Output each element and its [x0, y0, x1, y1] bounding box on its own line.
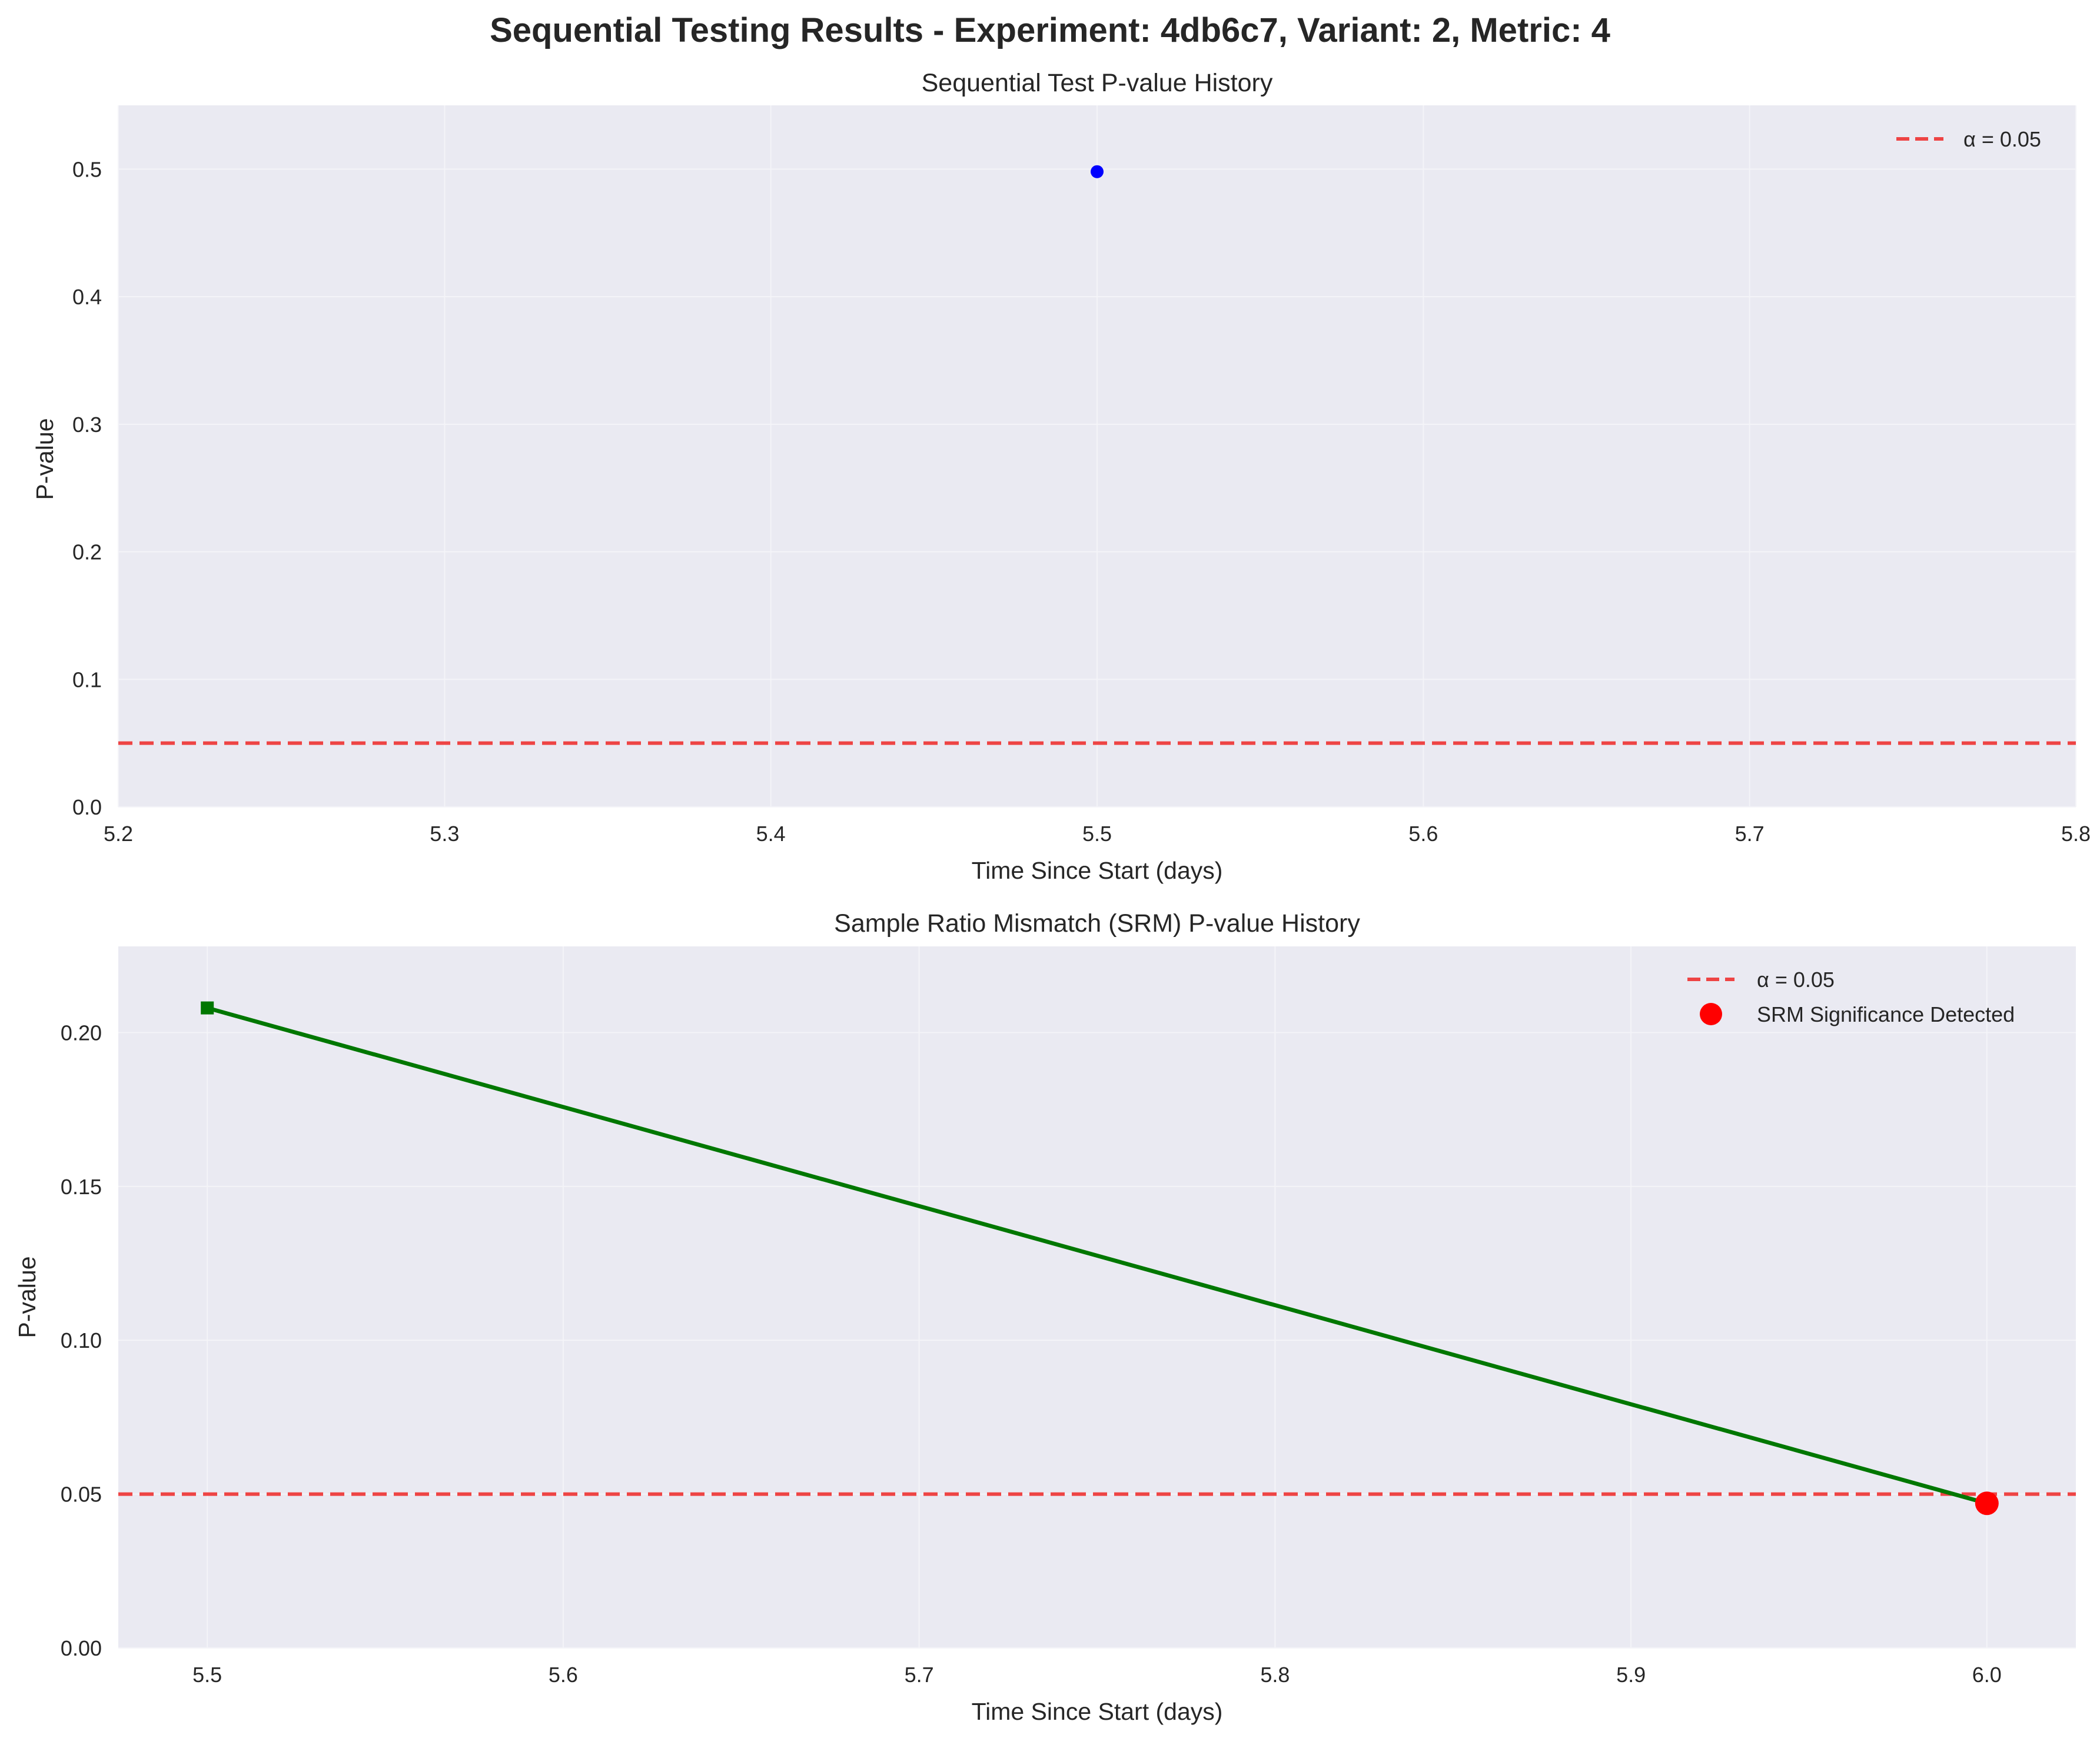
x-tick-label: 5.5 — [192, 1663, 222, 1687]
panel-title: Sequential Test P-value History — [922, 69, 1273, 97]
pvalue-point — [1091, 165, 1104, 178]
srm-pvalue-point — [201, 1001, 214, 1015]
srm-pvalue-line — [207, 1006, 1988, 1506]
legend-alpha-label: α = 0.05 — [1963, 127, 2041, 151]
x-tick-label: 5.5 — [1082, 822, 1112, 846]
x-tick-label: 5.8 — [1260, 1663, 1290, 1687]
plot-area — [118, 946, 2076, 1648]
y-tick-label: 0.2 — [72, 540, 102, 564]
y-tick-label: 0.15 — [61, 1175, 102, 1199]
y-tick-label: 0.0 — [72, 795, 102, 819]
y-tick-label: 0.00 — [61, 1636, 102, 1660]
y-axis-label: P-value — [31, 418, 58, 500]
x-tick-label: 6.0 — [1972, 1663, 2002, 1687]
x-tick-label: 5.2 — [104, 822, 133, 846]
x-tick-label: 5.3 — [430, 822, 459, 846]
x-tick-label: 5.4 — [756, 822, 786, 846]
x-tick-label: 5.9 — [1616, 1663, 1646, 1687]
legend: α = 0.05 — [1896, 127, 2041, 151]
y-tick-label: 0.3 — [72, 413, 102, 437]
panel-title: Sample Ratio Mismatch (SRM) P-value Hist… — [834, 909, 1360, 938]
x-tick-labels: 5.2 5.3 5.4 5.5 5.6 5.7 5.8 — [104, 822, 2091, 846]
x-tick-label: 5.7 — [905, 1663, 934, 1687]
y-tick-label: 0.20 — [61, 1021, 102, 1045]
legend-alpha-label: α = 0.05 — [1757, 968, 1835, 992]
x-tick-label: 5.8 — [2061, 822, 2091, 846]
panel-srm: Sample Ratio Mismatch (SRM) P-value Hist… — [14, 909, 2076, 1725]
x-axis-label: Time Since Start (days) — [972, 857, 1223, 884]
x-tick-label: 5.6 — [1408, 822, 1438, 846]
chart-marks — [118, 1001, 2076, 1516]
x-axis-label: Time Since Start (days) — [972, 1698, 1223, 1725]
legend-srm-label: SRM Significance Detected — [1757, 1002, 2015, 1026]
y-tick-label: 0.05 — [61, 1483, 102, 1507]
y-tick-label: 0.5 — [72, 157, 102, 181]
legend: α = 0.05 SRM Significance Detected — [1687, 968, 2015, 1026]
srm-significance-marker — [1975, 1491, 1999, 1516]
y-tick-label: 0.10 — [61, 1328, 102, 1352]
figure-title: Sequential Testing Results - Experiment:… — [490, 11, 1610, 49]
x-tick-label: 5.7 — [1735, 822, 1765, 846]
x-tick-labels: 5.5 5.6 5.7 5.8 5.9 6.0 — [192, 1663, 2002, 1687]
legend-srm-swatch — [1700, 1003, 1722, 1025]
chart-marks — [118, 165, 2076, 745]
y-tick-labels: 0.0 0.1 0.2 0.3 0.4 0.5 — [72, 157, 102, 819]
y-axis-label: P-value — [14, 1256, 41, 1338]
y-tick-label: 0.4 — [72, 285, 102, 309]
y-tick-labels: 0.00 0.05 0.10 0.15 0.20 — [61, 1021, 102, 1660]
x-tick-label: 5.6 — [549, 1663, 578, 1687]
gridlines — [118, 105, 2076, 807]
y-tick-label: 0.1 — [72, 667, 102, 692]
panel-sequential: Sequential Test P-value History 5.2 5.3 5.… — [31, 69, 2091, 884]
